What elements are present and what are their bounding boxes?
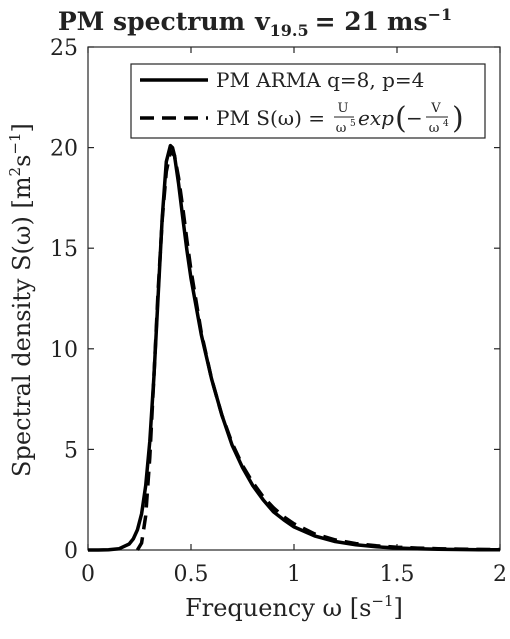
- legend: PM ARMA q=8, p=4 PM S(ω) = U ω 5 exp ( −…: [130, 63, 486, 139]
- title-v-symbol: v: [254, 7, 271, 36]
- x-axis-label-exp: −1: [371, 592, 393, 610]
- legend-box: [130, 63, 486, 139]
- legend-exp-word: exp: [358, 106, 394, 130]
- title-value: = 21: [315, 7, 379, 36]
- y-tick-label: 5: [64, 438, 78, 463]
- title-unit-exp: −1: [428, 5, 453, 24]
- title-unit-base: ms: [387, 7, 428, 36]
- series-line-pm-analytic: [135, 149, 501, 552]
- y-axis-label-mid: s: [8, 155, 36, 167]
- legend-frac2-num: V: [430, 101, 441, 116]
- y-tick-label: 25: [50, 36, 78, 61]
- x-tick-label: 1: [287, 562, 301, 587]
- legend-label-pm-prefix: PM S(ω) =: [216, 106, 325, 130]
- y-axis-label-close: ]: [8, 123, 36, 132]
- y-tick-label: 15: [50, 237, 78, 262]
- y-tick-label: 10: [50, 338, 78, 363]
- x-tick-label: 0.5: [174, 562, 209, 587]
- y-tick-label: 0: [64, 539, 78, 564]
- legend-frac1-den: ω: [336, 121, 347, 136]
- legend-close-paren: ): [452, 101, 464, 136]
- chart-title: PM spectrum v19.5 = 21 ms−1: [58, 5, 452, 40]
- x-tick-label: 2: [493, 562, 507, 587]
- x-tick-label: 0: [81, 562, 95, 587]
- y-axis-label-exp1: 2: [6, 167, 24, 177]
- legend-frac1-den-exp: 5: [350, 119, 356, 129]
- title-v-subscript: 19.5: [270, 21, 309, 40]
- series-layer: [88, 143, 501, 552]
- x-axis-ticks: 0 0.5 1 1.5 2: [81, 47, 507, 587]
- legend-frac1-num: U: [338, 101, 349, 116]
- y-tick-label: 20: [50, 137, 78, 162]
- x-tick-label: 1.5: [380, 562, 415, 587]
- series-line-arma: [88, 143, 501, 552]
- legend-frac2-den: ω: [429, 121, 440, 136]
- y-axis-label: Spectral density S(ω) [m2s−1]: [6, 123, 36, 477]
- chart-title-main: PM spectrum: [58, 7, 245, 36]
- x-axis-label-main: Frequency ω [s: [185, 594, 371, 622]
- legend-open-paren: (: [395, 101, 407, 136]
- x-axis-label-close: ]: [394, 594, 403, 622]
- y-axis-label-exp2: −1: [6, 132, 24, 154]
- y-axis-label-main: Spectral density S(ω) [m: [8, 176, 36, 477]
- legend-frac2-den-exp: 4: [443, 119, 449, 129]
- x-axis-label: Frequency ω [s−1]: [185, 592, 403, 622]
- legend-label-arma: PM ARMA q=8, p=4: [216, 68, 424, 92]
- legend-minus: −: [406, 106, 423, 130]
